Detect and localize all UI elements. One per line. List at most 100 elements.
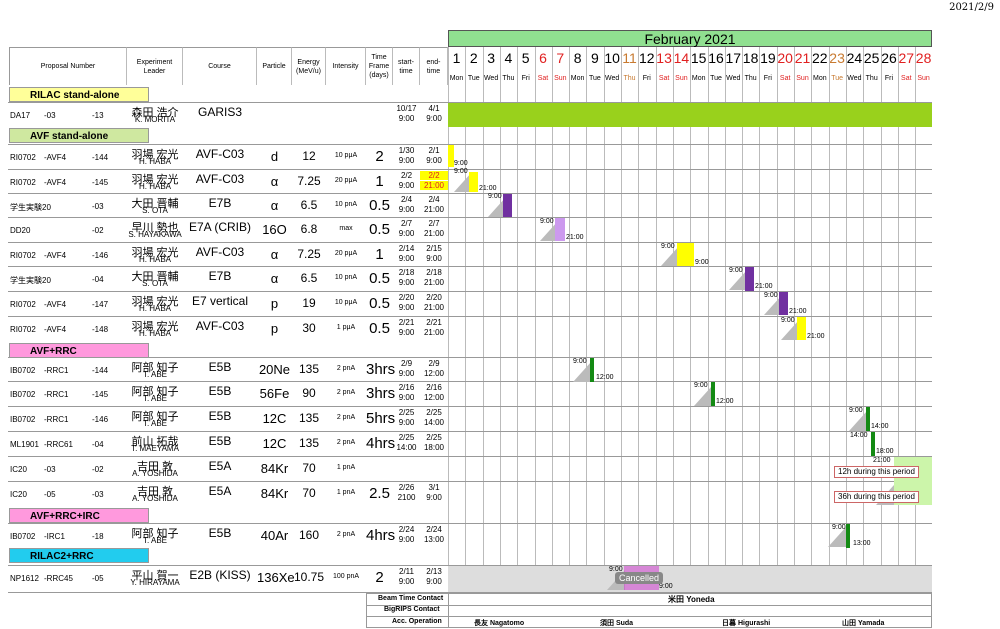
- header-intensity: Intensity: [326, 47, 366, 85]
- particle: 136Xe: [257, 570, 295, 585]
- gantt-label: 9:00: [695, 259, 709, 266]
- time-frame: 3hrs: [366, 361, 396, 378]
- energy: 135: [298, 362, 320, 376]
- day-weekday: Thu: [865, 75, 878, 82]
- day-weekday: Sat: [901, 75, 912, 82]
- energy: 30: [302, 321, 316, 335]
- gantt-label: 9:00: [609, 566, 623, 573]
- day-number: 6: [539, 50, 547, 66]
- particle: 20Ne: [258, 362, 291, 377]
- end-date: 2/1: [428, 146, 440, 155]
- intensity: 20 pμA: [334, 177, 358, 184]
- gantt-label: 14:00: [850, 432, 868, 439]
- start-date: 2/18: [398, 268, 415, 277]
- proposal-sub: -IRC1: [44, 532, 65, 541]
- proposal-code: RI0702: [10, 251, 36, 260]
- row-divider: [8, 169, 932, 170]
- beam-contact-name: 米田 Yoneda: [668, 595, 715, 604]
- row-divider: [8, 316, 932, 317]
- gantt-bar-ota-04: [745, 267, 754, 291]
- grid-line: [482, 47, 484, 592]
- day-number: 21: [794, 50, 811, 66]
- course: E2B (KISS): [189, 568, 251, 582]
- day-weekday: Fri: [521, 75, 530, 82]
- proposal-code: NP1612: [10, 574, 39, 583]
- proposal-code: DD20: [10, 226, 31, 235]
- particle: α: [270, 271, 279, 286]
- start-date: 2/2: [400, 171, 413, 180]
- proposal-sub: -AVF4: [44, 300, 67, 309]
- intensity: 10 pμA: [334, 299, 358, 306]
- grid-line: [448, 47, 449, 592]
- start-date: 2/20: [398, 293, 415, 302]
- row-divider: [8, 357, 932, 358]
- end-date: 2/15: [426, 244, 442, 253]
- intensity: 2 pnA: [336, 365, 356, 372]
- acc-operator-4: 山田 Yamada: [842, 620, 885, 627]
- proposal-num: -02: [92, 226, 104, 235]
- intensity: 20 pμA: [334, 250, 358, 257]
- end-time: 14:00: [423, 418, 445, 427]
- gantt-label: 21:00: [479, 185, 497, 192]
- course: AVF-C03: [195, 147, 245, 161]
- proposal-sub: -RRC1: [44, 366, 69, 375]
- end-date: 2/16: [426, 383, 442, 392]
- day-weekday: Sat: [658, 75, 670, 82]
- header-energy: Energy (MeV/u): [292, 47, 326, 85]
- start-time: 9:00: [398, 393, 415, 402]
- start-date: 10/17: [396, 104, 417, 113]
- bigrips-contact-label: BigRIPS Contact: [384, 606, 440, 613]
- gantt-label: 9:00: [454, 168, 468, 175]
- end-time: 21:00: [420, 181, 448, 190]
- day-weekday: Tue: [588, 75, 601, 82]
- day-number: 17: [725, 50, 742, 66]
- energy: 12: [302, 149, 316, 163]
- grid-line: [845, 47, 847, 592]
- start-date: 2/21: [398, 318, 415, 327]
- course: E5B: [208, 434, 232, 448]
- proposal-code: RI0702: [10, 325, 36, 334]
- contacts-box: [366, 593, 932, 628]
- day-weekday: Thu: [502, 75, 515, 82]
- proposal-num: -03: [92, 202, 104, 211]
- day-number: 27: [898, 50, 915, 66]
- gantt-ramp: [488, 197, 506, 217]
- leader-name-jp: 阿部 知子: [131, 411, 179, 423]
- intensity: 1 pnA: [336, 464, 356, 471]
- section-avf-rrc-irc: AVF+RRC+IRC: [9, 508, 149, 523]
- course: E7B: [208, 269, 232, 283]
- leader-name-jp: 阿部 知子: [131, 362, 179, 374]
- row-divider: [8, 242, 932, 243]
- day-number: 26: [881, 50, 897, 66]
- energy: 7.25: [297, 174, 321, 188]
- gantt-ramp: [828, 527, 846, 547]
- proposal-sub: -RRC1: [44, 415, 69, 424]
- energy: 70: [302, 461, 316, 475]
- start-date: 2/25: [398, 433, 415, 442]
- gantt-bar-148: [797, 317, 806, 340]
- gantt-bar-ota-03: [503, 194, 512, 217]
- beam-contact-label: Beam Time Contact: [378, 595, 444, 602]
- grid-line: [638, 47, 640, 592]
- start-date: 2/26: [398, 483, 415, 492]
- proposal-sub: -AVF4: [44, 325, 67, 334]
- start-time: 2100: [397, 493, 416, 502]
- proposal-num: -146: [92, 415, 109, 424]
- row-divider: [8, 481, 932, 482]
- section-rilac2-rrc: RILAC2+RRC: [9, 548, 149, 563]
- leader-name-jp: 阿部 知子: [131, 528, 179, 540]
- energy: 10.75: [293, 570, 325, 584]
- proposal-sub: -AVF4: [44, 178, 67, 187]
- proposal-num: -18: [92, 532, 104, 541]
- leader-name-en: S. OTA: [142, 206, 168, 215]
- day-weekday: Mon: [691, 75, 706, 82]
- gantt-label: 9:00: [454, 160, 468, 167]
- day-weekday: Wed: [483, 75, 499, 82]
- day-number: 28: [915, 50, 932, 66]
- gantt-bar-rrc-146: [866, 407, 870, 431]
- time-frame: 0.5: [369, 197, 390, 214]
- cancelled-badge: Cancelled: [615, 572, 664, 584]
- contacts-divider: [366, 605, 932, 606]
- course: E7A (CRIB): [188, 220, 251, 234]
- course: E5A: [208, 459, 232, 473]
